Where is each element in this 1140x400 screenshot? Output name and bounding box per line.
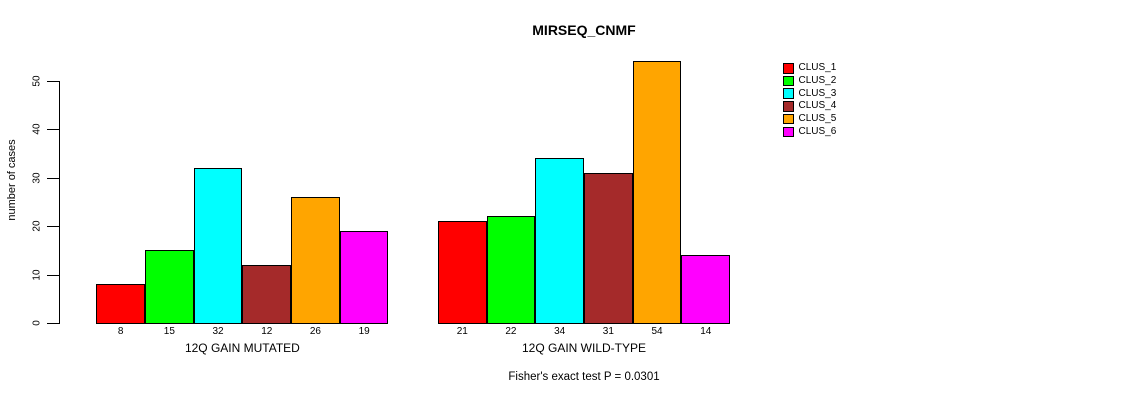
legend-item: CLUS_5 <box>783 113 836 126</box>
bar <box>535 158 584 324</box>
bar-value-label: 34 <box>554 326 566 337</box>
y-tick <box>47 129 59 130</box>
bar-value-label: 26 <box>309 326 321 337</box>
bar-value-label: 54 <box>651 326 663 337</box>
y-tick-label: 10 <box>31 268 43 281</box>
legend-swatch <box>783 75 794 87</box>
bar-value-label: 14 <box>700 326 712 337</box>
y-tick-label: 40 <box>31 123 43 135</box>
legend-label: CLUS_5 <box>798 113 837 125</box>
bar <box>681 255 731 324</box>
legend-swatch <box>783 63 794 74</box>
bar <box>584 172 633 324</box>
footnote-text: Fisher's exact test P = 0.0301 <box>508 371 660 383</box>
bar-value-label: 19 <box>358 326 370 337</box>
bar <box>193 167 243 324</box>
bar <box>291 196 340 324</box>
legend-item: CLUS_6 <box>783 125 836 138</box>
bar-value-label: 32 <box>212 326 224 337</box>
y-axis-label: number of cases <box>6 139 18 221</box>
y-tick-label: 30 <box>31 171 43 184</box>
bar <box>145 250 194 324</box>
group-label: 12Q GAIN WILD-TYPE <box>521 341 647 355</box>
bar-value-label: 21 <box>456 326 468 337</box>
legend-item: CLUS_4 <box>783 100 836 113</box>
legend-label: CLUS_6 <box>798 125 837 137</box>
legend-item: CLUS_1 <box>783 62 836 75</box>
bar-value-label: 31 <box>602 326 614 337</box>
y-tick-label: 0 <box>31 320 43 326</box>
y-tick-label: 20 <box>31 220 43 232</box>
legend: CLUS_1 CLUS_2 CLUS_3 CLUS_4 CLUS_5 CLUS_6 <box>783 62 836 138</box>
legend-swatch <box>783 113 794 125</box>
bar <box>632 61 682 324</box>
y-tick <box>47 323 59 324</box>
y-axis-line <box>59 80 60 324</box>
bar-value-label: 22 <box>505 326 517 337</box>
y-tick <box>47 226 59 227</box>
legend-label: CLUS_3 <box>798 87 837 99</box>
y-tick <box>47 274 59 276</box>
bar-value-label: 8 <box>117 326 124 337</box>
legend-swatch <box>783 101 794 112</box>
legend-item: CLUS_2 <box>783 75 836 88</box>
bar <box>339 230 389 324</box>
bar <box>437 221 487 324</box>
chart-title: MIRSEQ_CNMF <box>532 22 636 38</box>
y-tick-label: 50 <box>31 74 43 87</box>
bar <box>242 264 292 324</box>
legend-label: CLUS_2 <box>798 75 837 87</box>
bar <box>96 284 145 324</box>
legend-label: CLUS_4 <box>798 100 837 112</box>
legend-label: CLUS_1 <box>798 62 837 74</box>
y-tick <box>47 80 59 82</box>
bar-value-label: 15 <box>163 326 175 337</box>
legend-swatch <box>783 126 794 138</box>
bar-value-label: 12 <box>261 326 273 337</box>
legend-swatch <box>783 88 794 99</box>
y-tick <box>47 177 59 179</box>
bar <box>486 216 536 324</box>
legend-item: CLUS_3 <box>783 87 836 100</box>
group-label: 12Q GAIN MUTATED <box>184 341 300 355</box>
